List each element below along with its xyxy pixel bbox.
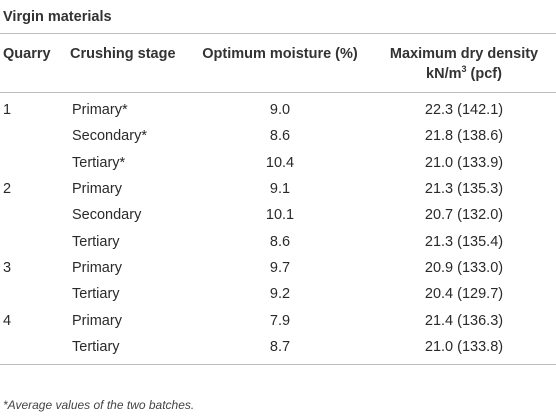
table-row: Secondary* 8.6 21.8 (138.6) bbox=[0, 123, 556, 149]
crushing-stage-cell: Secondary bbox=[72, 207, 142, 224]
header-quarry: Quarry bbox=[0, 34, 60, 93]
table-row: Tertiary 9.2 20.4 (129.7) bbox=[0, 281, 556, 307]
density-cell: 21.3 (135.4) bbox=[424, 233, 504, 250]
table-row: 3 Primary 9.7 20.9 (133.0) bbox=[0, 255, 556, 281]
quarry-cell bbox=[0, 123, 60, 149]
crushing-stage-cell: Primary bbox=[72, 312, 122, 329]
table-row: 4 Primary 7.9 21.4 (136.3) bbox=[0, 307, 556, 333]
moisture-cell: 9.0 bbox=[269, 102, 291, 119]
moisture-cell: 8.7 bbox=[188, 333, 372, 365]
density-cell: 21.0 (133.8) bbox=[372, 333, 556, 365]
header-density-label: Maximum dry density bbox=[389, 46, 539, 62]
moisture-cell: 8.6 bbox=[269, 233, 291, 250]
unit-suffix: (pcf) bbox=[466, 66, 502, 82]
header-density-unit: kN/m3 (pcf) bbox=[426, 64, 502, 83]
crushing-stage-cell: Tertiary* bbox=[72, 154, 126, 171]
crushing-stage-cell: Secondary* bbox=[72, 128, 147, 145]
quarry-cell: 2 bbox=[3, 181, 12, 198]
crushing-stage-cell: Primary bbox=[72, 259, 122, 276]
header-optimum-moisture: Optimum moisture (%) bbox=[188, 34, 372, 93]
quarry-cell: 1 bbox=[3, 102, 12, 119]
density-cell: 21.4 (136.3) bbox=[424, 312, 504, 329]
crushing-stage-cell: Tertiary bbox=[60, 333, 188, 365]
density-cell: 21.3 (135.3) bbox=[424, 181, 504, 198]
quarry-cell bbox=[0, 228, 60, 254]
table-row: Tertiary 8.6 21.3 (135.4) bbox=[0, 228, 556, 254]
table-body: 1 Primary* 9.0 22.3 (142.1) Secondary* 8.6 21.… bbox=[0, 93, 556, 365]
density-cell: 21.0 (133.9) bbox=[424, 154, 504, 171]
section-title: Virgin materials bbox=[0, 0, 556, 34]
quarry-cell: 4 bbox=[3, 312, 12, 329]
density-cell: 20.4 (129.7) bbox=[424, 286, 504, 303]
density-cell: 20.9 (133.0) bbox=[424, 259, 504, 276]
header-crushing-stage: Crushing stage bbox=[60, 34, 188, 93]
table-row: Secondary 10.1 20.7 (132.0) bbox=[0, 202, 556, 228]
crushing-stage-cell: Primary bbox=[72, 181, 122, 198]
crushing-stage-cell: Tertiary bbox=[72, 233, 120, 250]
moisture-cell: 9.1 bbox=[269, 181, 291, 198]
crushing-stage-cell: Tertiary bbox=[72, 286, 120, 303]
results-table: Quarry Crushing stage Optimum moisture (… bbox=[0, 34, 556, 365]
density-cell: 20.7 (132.0) bbox=[424, 207, 504, 224]
table-row: Tertiary 8.7 21.0 (133.8) bbox=[0, 333, 556, 365]
unit-prefix: kN/m bbox=[426, 66, 462, 82]
quarry-cell bbox=[0, 333, 60, 365]
quarry-cell bbox=[0, 202, 60, 228]
quarry-cell bbox=[0, 150, 60, 176]
table-row: Tertiary* 10.4 21.0 (133.9) bbox=[0, 150, 556, 176]
quarry-cell: 3 bbox=[3, 259, 12, 276]
moisture-cell: 7.9 bbox=[269, 312, 291, 329]
moisture-cell: 9.2 bbox=[269, 286, 291, 303]
quarry-cell bbox=[0, 281, 60, 307]
moisture-cell: 8.6 bbox=[269, 128, 291, 145]
density-cell: 21.8 (138.6) bbox=[424, 128, 504, 145]
moisture-cell: 10.1 bbox=[265, 207, 295, 224]
footnote: *Average values of the two batches. bbox=[3, 398, 195, 412]
moisture-cell: 10.4 bbox=[265, 154, 295, 171]
table-row: 2 Primary 9.1 21.3 (135.3) bbox=[0, 176, 556, 202]
header-max-dry-density: Maximum dry density kN/m3 (pcf) bbox=[372, 34, 556, 93]
crushing-stage-cell: Primary* bbox=[72, 102, 128, 119]
header-row: Quarry Crushing stage Optimum moisture (… bbox=[0, 34, 556, 93]
unit-superscript: 3 bbox=[461, 64, 467, 74]
data-table: Virgin materials Quarry Crushing stage O… bbox=[0, 0, 556, 365]
density-cell: 22.3 (142.1) bbox=[424, 102, 504, 119]
table-row: 1 Primary* 9.0 22.3 (142.1) bbox=[0, 93, 556, 124]
moisture-cell: 9.7 bbox=[269, 259, 291, 276]
